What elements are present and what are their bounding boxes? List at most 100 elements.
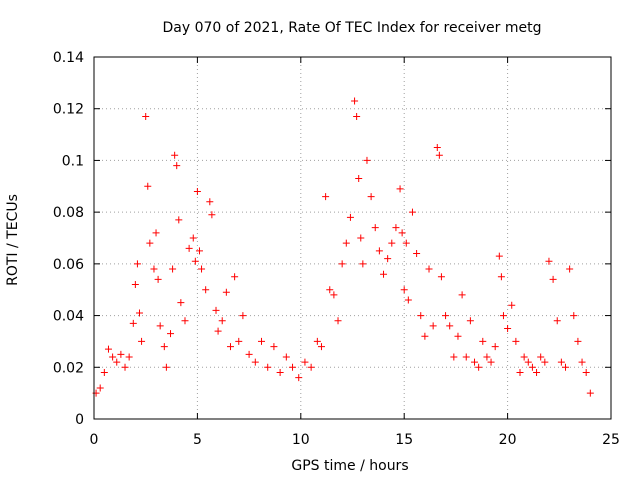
y-tick-label: 0.02 [53, 360, 84, 376]
data-point [258, 337, 266, 345]
data-point [226, 343, 234, 351]
data-point [400, 286, 408, 294]
y-axis-title: ROTI / TECUs [5, 194, 21, 286]
data-point [96, 384, 104, 392]
data-point [235, 337, 243, 345]
data-point [429, 322, 437, 330]
data-point [359, 260, 367, 268]
data-point [497, 273, 505, 281]
data-point [338, 260, 346, 268]
data-point [342, 239, 350, 247]
data-point [208, 211, 216, 219]
data-point [425, 265, 433, 273]
data-point [160, 343, 168, 351]
data-point [495, 252, 503, 260]
data-point [367, 193, 375, 201]
data-point [520, 353, 528, 361]
data-point [251, 358, 259, 366]
data-point [351, 97, 359, 105]
data-point [135, 309, 143, 317]
data-point [578, 358, 586, 366]
data-point [549, 275, 557, 283]
data-point [152, 229, 160, 237]
data-point [375, 247, 383, 255]
data-point [289, 363, 297, 371]
data-point [408, 208, 416, 216]
data-point [276, 368, 284, 376]
data-point [181, 317, 189, 325]
plot-frame [93, 56, 612, 420]
data-point [198, 265, 206, 273]
data-point [483, 353, 491, 361]
data-point [206, 198, 214, 206]
x-tick-label: 0 [90, 432, 99, 448]
data-point [245, 350, 253, 358]
x-tick-label: 15 [395, 432, 413, 448]
data-point [566, 265, 574, 273]
data-point [317, 343, 325, 351]
data-point [442, 312, 450, 320]
data-point [326, 286, 334, 294]
data-point [435, 151, 443, 159]
data-point [388, 239, 396, 247]
data-point [516, 368, 524, 376]
data-point [138, 337, 146, 345]
y-tick-label: 0.14 [53, 50, 84, 66]
data-point [421, 332, 429, 340]
x-axis-title: GPS time / hours [291, 458, 408, 474]
data-point [541, 358, 549, 366]
data-point [499, 312, 507, 320]
data-point [446, 322, 454, 330]
data-point [142, 112, 150, 120]
data-point [222, 288, 230, 296]
x-tick-label: 10 [292, 432, 310, 448]
data-point [533, 368, 541, 376]
data-point [282, 353, 290, 361]
y-tick-label: 0.04 [53, 309, 84, 325]
data-point [570, 312, 578, 320]
data-point [104, 345, 112, 353]
data-point [173, 162, 181, 170]
data-point [404, 296, 412, 304]
data-point [113, 358, 121, 366]
data-point [239, 312, 247, 320]
data-point [162, 363, 170, 371]
data-point [512, 337, 520, 345]
data-point [545, 257, 553, 265]
data-point [195, 247, 203, 255]
data-point [193, 187, 201, 195]
data-point [301, 358, 309, 366]
data-point [133, 260, 141, 268]
data-point [475, 363, 483, 371]
data-point [582, 368, 590, 376]
data-point [189, 234, 197, 242]
data-point [491, 343, 499, 351]
x-tick-label: 25 [602, 432, 620, 448]
data-point [167, 330, 175, 338]
data-point [466, 317, 474, 325]
data-point [363, 156, 371, 164]
data-point [524, 358, 532, 366]
data-point [557, 358, 565, 366]
data-point [357, 234, 365, 242]
data-point [371, 224, 379, 232]
data-point [471, 358, 479, 366]
data-point [417, 312, 425, 320]
data-point [100, 368, 108, 376]
data-point [202, 286, 210, 294]
data-point [156, 322, 164, 330]
data-point [313, 337, 321, 345]
data-point [144, 182, 152, 190]
data-point [129, 319, 137, 327]
data-point [437, 273, 445, 281]
data-point [125, 353, 133, 361]
data-point [508, 301, 516, 309]
x-tick-label: 5 [193, 432, 202, 448]
data-point [150, 265, 158, 273]
data-point [586, 389, 594, 397]
data-point [528, 363, 536, 371]
data-point [307, 363, 315, 371]
data-point [574, 337, 582, 345]
data-point [231, 273, 239, 281]
